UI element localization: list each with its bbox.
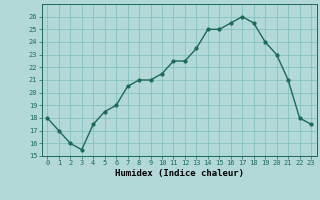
X-axis label: Humidex (Indice chaleur): Humidex (Indice chaleur) xyxy=(115,169,244,178)
